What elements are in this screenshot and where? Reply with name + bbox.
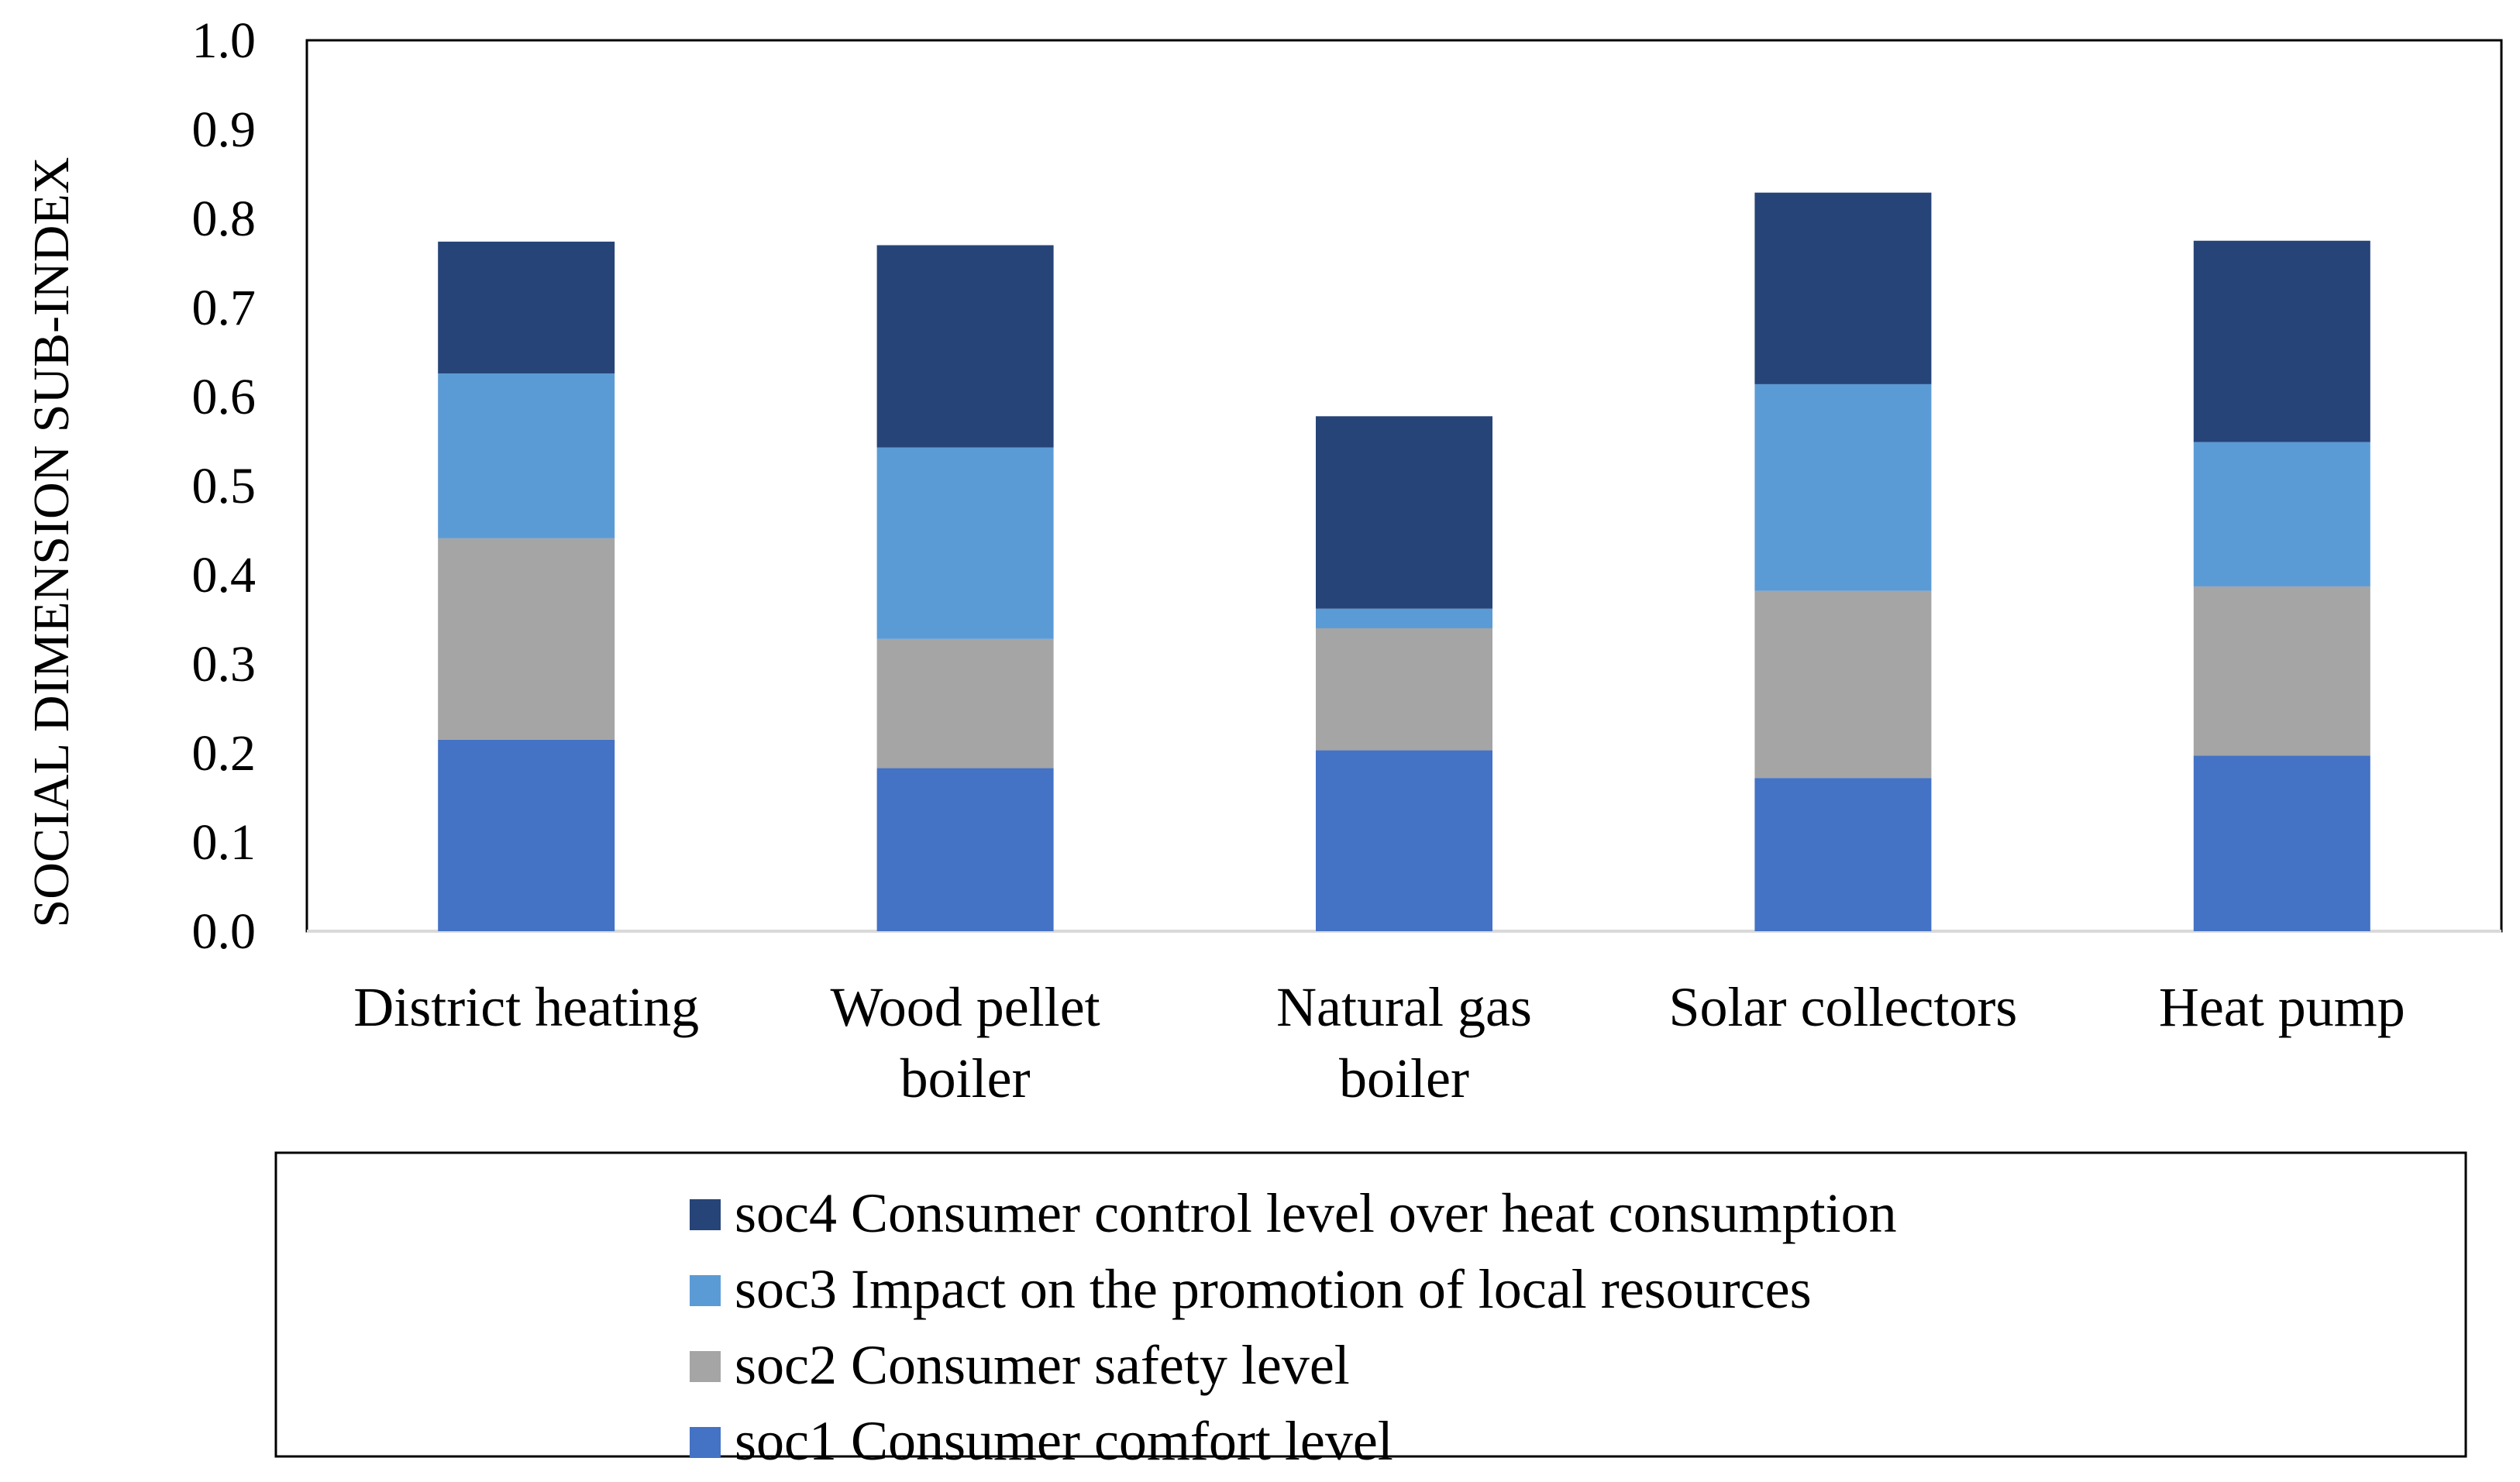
legend-label: soc1 Consumer comfort level — [735, 1410, 1393, 1472]
x-tick-label-line: Natural gas — [1276, 976, 1532, 1038]
legend-label: soc2 Consumer safety level — [735, 1334, 1350, 1396]
y-tick-label: 0.3 — [192, 636, 256, 693]
y-tick-label: 0.4 — [192, 547, 256, 603]
bar-segment-4 — [438, 241, 615, 374]
x-tick-label-line: Heat pump — [2159, 976, 2405, 1038]
y-tick-label: 0.1 — [192, 814, 256, 871]
bar-segment-3 — [1754, 383, 1932, 591]
bar-segment-2 — [1316, 628, 1492, 751]
legend-swatch — [690, 1199, 721, 1230]
bar-segment-2 — [876, 638, 1054, 769]
x-axis-ticks: District heating Wood pellet boilerNatural… — [353, 976, 2405, 1109]
bar-segment-2 — [1754, 590, 1932, 779]
y-tick-label: 0.0 — [192, 903, 256, 960]
x-tick-label: District heating — [353, 976, 699, 1038]
y-axis-ticks: 0.0 0.1 0.2 0.3 0.4 0.5 0.6 0.7 0.8 0.9 1.0 — [192, 12, 256, 960]
x-tick-label-line: Wood pellet — [831, 976, 1100, 1038]
bar-segment-1 — [876, 768, 1054, 931]
x-tick-label: Solar collectors — [1668, 976, 2017, 1038]
legend-swatch — [690, 1427, 721, 1458]
x-tick-label-line: Solar collectors — [1668, 976, 2017, 1038]
y-axis-label: SOCIAL DIMENSION SUB-INDEX — [23, 157, 80, 928]
x-tick-label: Wood pellet boiler — [831, 976, 1100, 1109]
bar-segment-2 — [438, 538, 615, 740]
y-tick-label: 0.8 — [192, 191, 256, 247]
y-tick-label: 0.7 — [192, 280, 256, 336]
y-tick-label: 1.0 — [192, 12, 256, 69]
bar-segment-3 — [2193, 442, 2370, 586]
bar-segment-1 — [2193, 755, 2370, 931]
bar-segment-1 — [438, 739, 615, 931]
legend-box — [274, 1151, 2467, 1458]
bar-segment-4 — [2193, 240, 2370, 442]
y-tick-label: 0.9 — [192, 101, 256, 158]
y-tick-label: 0.5 — [192, 458, 256, 514]
legend-label: soc4 Consumer control level over heat co… — [735, 1182, 1897, 1244]
x-tick-label: Natural gas boiler — [1276, 976, 1532, 1109]
bar-segment-3 — [876, 447, 1054, 639]
legend: soc4 Consumer control level over heat co… — [690, 1182, 1897, 1472]
x-tick-label-line: District heating — [353, 976, 699, 1038]
bar-segment-4 — [1754, 192, 1932, 384]
bar-segment-3 — [1316, 608, 1492, 628]
x-tick-label: Heat pump — [2159, 976, 2405, 1038]
x-tick-label-line: boiler — [900, 1047, 1031, 1109]
legend-swatch — [690, 1351, 721, 1382]
bar-segment-3 — [438, 373, 615, 538]
bar-segment-4 — [876, 245, 1054, 448]
bar-segment-1 — [1754, 778, 1932, 931]
bar-segment-4 — [1316, 416, 1492, 609]
legend-label: soc3 Impact on the promotion of local re… — [735, 1258, 1812, 1320]
x-tick-label-line: boiler — [1339, 1047, 1469, 1109]
y-tick-label: 0.6 — [192, 369, 256, 425]
bars-layer — [438, 192, 2370, 931]
legend-swatch — [690, 1275, 721, 1306]
bar-segment-1 — [1316, 750, 1492, 931]
y-tick-label: 0.2 — [192, 725, 256, 782]
bar-segment-2 — [2193, 586, 2370, 756]
